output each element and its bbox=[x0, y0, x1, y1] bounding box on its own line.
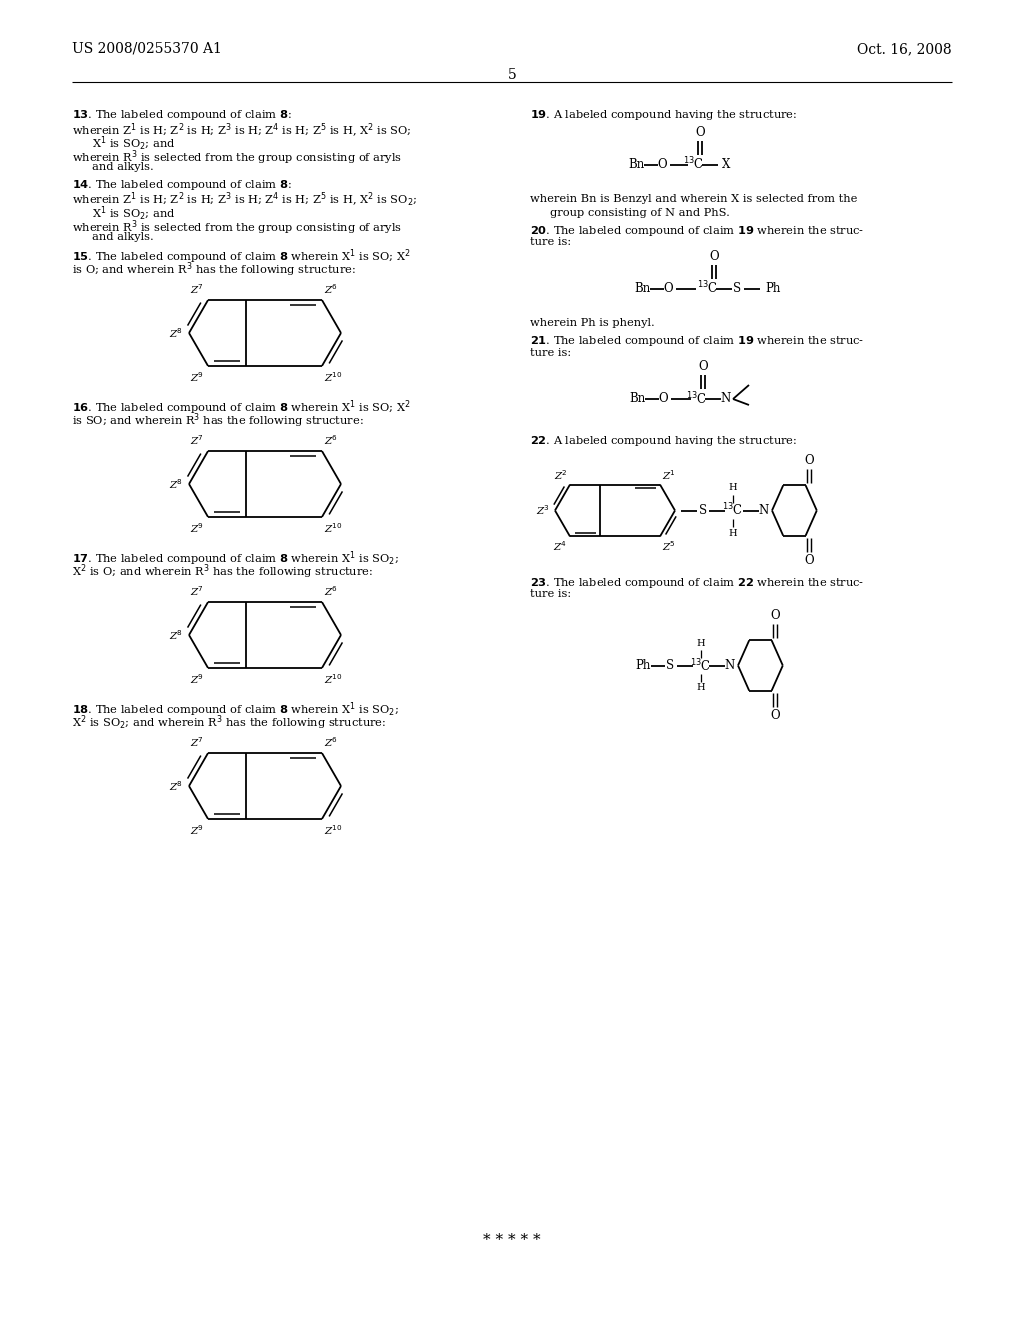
Text: $\mathbf{21}$. The labeled compound of claim $\mathbf{19}$ wherein the struc-: $\mathbf{21}$. The labeled compound of c… bbox=[530, 334, 864, 348]
Text: $\mathbf{19}$. A labeled compound having the structure:: $\mathbf{19}$. A labeled compound having… bbox=[530, 108, 797, 121]
Text: Z$^{10}$: Z$^{10}$ bbox=[324, 672, 342, 685]
Text: O: O bbox=[771, 610, 780, 622]
Text: N: N bbox=[721, 392, 731, 405]
Text: S: S bbox=[666, 659, 674, 672]
Text: Bn: Bn bbox=[629, 392, 645, 405]
Text: Z$^{10}$: Z$^{10}$ bbox=[324, 822, 342, 837]
Text: Oct. 16, 2008: Oct. 16, 2008 bbox=[857, 42, 952, 55]
Text: Z$^{7}$: Z$^{7}$ bbox=[190, 282, 204, 296]
Text: O: O bbox=[805, 553, 814, 566]
Text: Bn: Bn bbox=[628, 158, 644, 172]
Text: O: O bbox=[710, 249, 719, 263]
Text: N: N bbox=[725, 659, 735, 672]
Text: X: X bbox=[722, 158, 730, 172]
Text: H: H bbox=[729, 528, 737, 537]
Text: wherein R$^{3}$ is selected from the group consisting of aryls: wherein R$^{3}$ is selected from the gro… bbox=[72, 149, 402, 168]
Text: wherein R$^{3}$ is selected from the group consisting of aryls: wherein R$^{3}$ is selected from the gro… bbox=[72, 218, 402, 236]
Text: $\mathbf{15}$. The labeled compound of claim $\mathbf{8}$ wherein X$^{1}$ is SO;: $\mathbf{15}$. The labeled compound of c… bbox=[72, 247, 411, 265]
Text: S: S bbox=[699, 504, 707, 517]
Text: Z$^{10}$: Z$^{10}$ bbox=[324, 370, 342, 384]
Text: Z$^{9}$: Z$^{9}$ bbox=[190, 370, 204, 384]
Text: Z$^{6}$: Z$^{6}$ bbox=[324, 433, 338, 447]
Text: $\mathbf{20}$. The labeled compound of claim $\mathbf{19}$ wherein the struc-: $\mathbf{20}$. The labeled compound of c… bbox=[530, 223, 864, 238]
Text: Z$^{8}$: Z$^{8}$ bbox=[169, 628, 183, 642]
Text: wherein Z$^{1}$ is H; Z$^{2}$ is H; Z$^{3}$ is H; Z$^{4}$ is H; Z$^{5}$ is H, X$: wherein Z$^{1}$ is H; Z$^{2}$ is H; Z$^{… bbox=[72, 121, 412, 140]
Text: $\mathbf{17}$. The labeled compound of claim $\mathbf{8}$ wherein X$^{1}$ is SO$: $\mathbf{17}$. The labeled compound of c… bbox=[72, 549, 399, 568]
Text: and alkyls.: and alkyls. bbox=[92, 162, 154, 172]
Text: X$^{2}$ is O; and wherein R$^{3}$ has the following structure:: X$^{2}$ is O; and wherein R$^{3}$ has th… bbox=[72, 562, 373, 581]
Text: O: O bbox=[658, 392, 668, 405]
Text: H: H bbox=[696, 684, 706, 693]
Text: * * * * *: * * * * * bbox=[483, 1233, 541, 1247]
Text: O: O bbox=[771, 709, 780, 722]
Text: $^{13}$C: $^{13}$C bbox=[683, 156, 705, 173]
Text: $\mathbf{16}$. The labeled compound of claim $\mathbf{8}$ wherein X$^{1}$ is SO;: $\mathbf{16}$. The labeled compound of c… bbox=[72, 399, 411, 417]
Text: Z$^{5}$: Z$^{5}$ bbox=[662, 540, 676, 553]
Text: Z$^{6}$: Z$^{6}$ bbox=[324, 735, 338, 748]
Text: O: O bbox=[657, 158, 667, 172]
Text: H: H bbox=[696, 639, 706, 648]
Text: O: O bbox=[698, 360, 708, 374]
Text: $^{13}$C: $^{13}$C bbox=[722, 502, 743, 519]
Text: US 2008/0255370 A1: US 2008/0255370 A1 bbox=[72, 42, 222, 55]
Text: Z$^{8}$: Z$^{8}$ bbox=[169, 326, 183, 339]
Text: $\mathbf{14}$. The labeled compound of claim $\mathbf{8}$:: $\mathbf{14}$. The labeled compound of c… bbox=[72, 177, 292, 191]
Text: Z$^{7}$: Z$^{7}$ bbox=[190, 433, 204, 447]
Text: Z$^{10}$: Z$^{10}$ bbox=[324, 521, 342, 535]
Text: $^{13}$C: $^{13}$C bbox=[697, 280, 719, 297]
Text: $\mathbf{13}$. The labeled compound of claim $\mathbf{8}$:: $\mathbf{13}$. The labeled compound of c… bbox=[72, 108, 292, 121]
Text: N: N bbox=[759, 504, 769, 517]
Text: Z$^{9}$: Z$^{9}$ bbox=[190, 822, 204, 837]
Text: Ph: Ph bbox=[765, 282, 780, 294]
Text: X$^{2}$ is SO$_{2}$; and wherein R$^{3}$ has the following structure:: X$^{2}$ is SO$_{2}$; and wherein R$^{3}$… bbox=[72, 714, 386, 733]
Text: $\mathbf{22}$. A labeled compound having the structure:: $\mathbf{22}$. A labeled compound having… bbox=[530, 434, 797, 447]
Text: ture is:: ture is: bbox=[530, 238, 571, 247]
Text: and alkyls.: and alkyls. bbox=[92, 231, 154, 242]
Text: O: O bbox=[664, 282, 673, 294]
Text: H: H bbox=[729, 483, 737, 492]
Text: Z$^{7}$: Z$^{7}$ bbox=[190, 735, 204, 748]
Text: X$^{1}$ is SO$_{2}$; and: X$^{1}$ is SO$_{2}$; and bbox=[92, 135, 175, 153]
Text: wherein Ph is phenyl.: wherein Ph is phenyl. bbox=[530, 318, 654, 329]
Text: O: O bbox=[695, 125, 705, 139]
Text: $^{13}$C: $^{13}$C bbox=[686, 391, 708, 408]
Text: Z$^{9}$: Z$^{9}$ bbox=[190, 672, 204, 685]
Text: Z$^{9}$: Z$^{9}$ bbox=[190, 521, 204, 535]
Text: Z$^{8}$: Z$^{8}$ bbox=[169, 477, 183, 491]
Text: $\mathbf{18}$. The labeled compound of claim $\mathbf{8}$ wherein X$^{1}$ is SO$: $\mathbf{18}$. The labeled compound of c… bbox=[72, 700, 399, 718]
Text: is O; and wherein R$^{3}$ has the following structure:: is O; and wherein R$^{3}$ has the follow… bbox=[72, 260, 356, 279]
Text: group consisting of N and PhS.: group consisting of N and PhS. bbox=[550, 209, 730, 218]
Text: 5: 5 bbox=[508, 69, 516, 82]
Text: ture is:: ture is: bbox=[530, 347, 571, 358]
Text: Z$^{3}$: Z$^{3}$ bbox=[537, 504, 550, 517]
Text: Z$^{8}$: Z$^{8}$ bbox=[169, 779, 183, 793]
Text: X$^{1}$ is SO$_{2}$; and: X$^{1}$ is SO$_{2}$; and bbox=[92, 205, 175, 223]
Text: Z$^{7}$: Z$^{7}$ bbox=[190, 585, 204, 598]
Text: S: S bbox=[733, 282, 741, 294]
Text: Z$^{6}$: Z$^{6}$ bbox=[324, 585, 338, 598]
Text: Z$^{2}$: Z$^{2}$ bbox=[554, 467, 567, 482]
Text: Z$^{1}$: Z$^{1}$ bbox=[662, 467, 676, 482]
Text: $\mathbf{23}$. The labeled compound of claim $\mathbf{22}$ wherein the struc-: $\mathbf{23}$. The labeled compound of c… bbox=[530, 576, 864, 590]
Text: wherein Bn is Benzyl and wherein X is selected from the: wherein Bn is Benzyl and wherein X is se… bbox=[530, 194, 857, 205]
Text: Z$^{6}$: Z$^{6}$ bbox=[324, 282, 338, 296]
Text: Ph: Ph bbox=[635, 659, 650, 672]
Text: O: O bbox=[805, 454, 814, 467]
Text: Z$^{4}$: Z$^{4}$ bbox=[553, 540, 567, 553]
Text: wherein Z$^{1}$ is H; Z$^{2}$ is H; Z$^{3}$ is H; Z$^{4}$ is H; Z$^{5}$ is H, X$: wherein Z$^{1}$ is H; Z$^{2}$ is H; Z$^{… bbox=[72, 191, 417, 209]
Text: ture is:: ture is: bbox=[530, 589, 571, 599]
Text: is SO; and wherein R$^{3}$ has the following structure:: is SO; and wherein R$^{3}$ has the follo… bbox=[72, 412, 364, 430]
Text: $^{13}$C: $^{13}$C bbox=[690, 657, 712, 673]
Text: Bn: Bn bbox=[634, 282, 650, 294]
